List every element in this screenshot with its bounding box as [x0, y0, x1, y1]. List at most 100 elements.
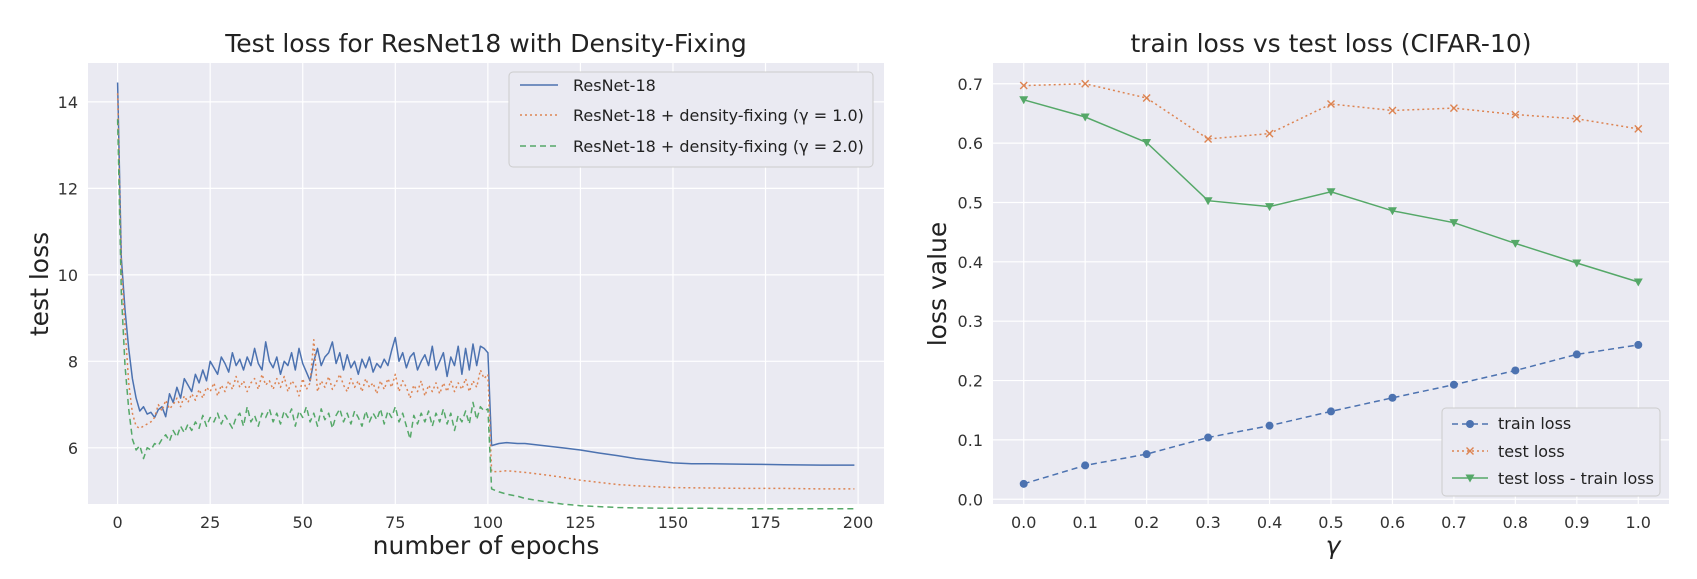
point-marker [1466, 420, 1474, 428]
point-marker [1203, 197, 1213, 206]
point-marker [1142, 139, 1152, 148]
point-marker [1080, 113, 1090, 122]
y-tick-label: 10 [58, 266, 78, 285]
test-loss-chart: Test loss for ResNet18 with Density-Fixi… [25, 29, 884, 560]
legend-label-gamma1: ResNet-18 + density-fixing (γ = 1.0) [573, 106, 864, 125]
y-tick-label: 0.2 [958, 372, 983, 391]
series-line-2 [116, 119, 855, 510]
y-tick-label: 0.3 [958, 312, 983, 331]
marker-stroke [1388, 106, 1397, 115]
x-tick-label: 100 [473, 513, 504, 532]
point-marker [1019, 479, 1028, 488]
marker-stroke [1327, 99, 1335, 108]
marker-stroke [1572, 114, 1581, 123]
point-marker [1449, 104, 1458, 113]
point-marker [1265, 421, 1274, 430]
marker-stroke [1265, 129, 1274, 138]
marker-stroke [1449, 104, 1458, 113]
y-tick-label: 0.6 [958, 134, 983, 153]
point-marker [1511, 366, 1520, 375]
right-grid [993, 63, 1669, 504]
y-tick-label: 8 [68, 352, 78, 371]
train-vs-test-chart: train loss vs test loss (CIFAR-10) 0.0 0.… [923, 29, 1669, 560]
x-tick-label: 175 [750, 513, 781, 532]
marker-stroke [1511, 110, 1520, 119]
point-marker [1572, 114, 1581, 123]
point-marker [1204, 433, 1213, 442]
point-marker [1081, 79, 1090, 88]
point-marker [1388, 106, 1397, 115]
left-y-axis-label: test loss [25, 232, 54, 336]
x-tick-label: 0.6 [1380, 513, 1405, 532]
point-marker [1449, 380, 1458, 389]
x-tick-label: 0.0 [1011, 513, 1036, 532]
right-y-axis-label: loss value [923, 222, 952, 347]
point-marker [1572, 350, 1581, 359]
x-tick-label: 75 [385, 513, 405, 532]
x-tick-label: 0 [113, 513, 123, 532]
x-tick-label: 0.8 [1503, 513, 1528, 532]
point-marker [1465, 474, 1475, 483]
legend-label-resnet18: ResNet-18 [573, 76, 656, 95]
marker-stroke [1081, 79, 1090, 88]
point-marker [1633, 278, 1643, 287]
marker-stroke [1204, 134, 1213, 143]
x-tick-label: 200 [843, 513, 874, 532]
x-tick-label: 0.2 [1134, 513, 1159, 532]
legend-label-test-loss: test loss [1498, 442, 1565, 461]
y-tick-label: 0.7 [958, 75, 983, 94]
y-tick-label: 0.5 [958, 193, 983, 212]
point-marker [1326, 188, 1336, 197]
series-line-1 [116, 93, 855, 490]
marker-stroke [1634, 124, 1643, 133]
x-tick-label: 0.5 [1318, 513, 1343, 532]
point-marker [1081, 461, 1090, 470]
y-tick-label: 14 [58, 93, 78, 112]
legend-label-gamma2: ResNet-18 + density-fixing (γ = 2.0) [573, 137, 864, 156]
left-x-axis-label: number of epochs [373, 531, 600, 560]
point-marker [1466, 447, 1474, 455]
legend-swatch-test-loss [1452, 447, 1488, 455]
x-tick-label: 0.1 [1072, 513, 1097, 532]
point-marker [1510, 239, 1520, 248]
left-y-ticks: 6 8 10 12 14 [58, 93, 78, 458]
x-tick-label: 125 [565, 513, 596, 532]
right-series-lines [1019, 79, 1643, 488]
right-x-axis-label: γ [1326, 531, 1342, 560]
left-chart-title: Test loss for ResNet18 with Density-Fixi… [224, 29, 747, 58]
left-x-ticks: 0 25 50 75 100 125 150 175 200 [113, 513, 874, 532]
right-legend: train loss test loss test loss - train l… [1441, 407, 1661, 497]
point-marker [1572, 259, 1582, 268]
y-tick-label: 0.4 [958, 253, 983, 272]
left-legend-box [508, 71, 874, 168]
point-marker [1327, 99, 1335, 108]
y-tick-label: 0.0 [958, 490, 983, 509]
x-tick-label: 0.3 [1195, 513, 1220, 532]
x-tick-label: 1.0 [1626, 513, 1651, 532]
point-marker [1019, 81, 1028, 90]
left-legend: ResNet-18 ResNet-18 + density-fixing (γ … [508, 71, 874, 168]
right-y-ticks: 0.0 0.1 0.2 0.3 0.4 0.5 0.6 0.7 [958, 75, 983, 509]
point-marker [1634, 124, 1643, 133]
point-marker [1265, 203, 1275, 212]
point-marker [1204, 134, 1213, 143]
right-x-ticks: 0.0 0.1 0.2 0.3 0.4 0.5 0.6 0.7 0.8 0.9 1.0 [1011, 513, 1651, 532]
left-series-lines [116, 82, 855, 510]
x-tick-label: 0.9 [1564, 513, 1589, 532]
y-tick-label: 0.1 [958, 431, 983, 450]
x-tick-label: 0.7 [1441, 513, 1466, 532]
x-tick-label: 0.4 [1257, 513, 1282, 532]
point-marker [1449, 219, 1459, 228]
point-marker [1142, 450, 1151, 459]
legend-label-train-loss: train loss [1498, 414, 1571, 433]
point-marker [1265, 129, 1274, 138]
x-tick-label: 50 [293, 513, 313, 532]
point-marker [1142, 94, 1151, 103]
point-marker [1388, 393, 1397, 402]
point-marker [1387, 207, 1397, 216]
y-tick-label: 6 [68, 439, 78, 458]
y-tick-label: 12 [58, 179, 78, 198]
right-chart-title: train loss vs test loss (CIFAR-10) [1130, 29, 1531, 58]
point-marker [1019, 96, 1029, 105]
